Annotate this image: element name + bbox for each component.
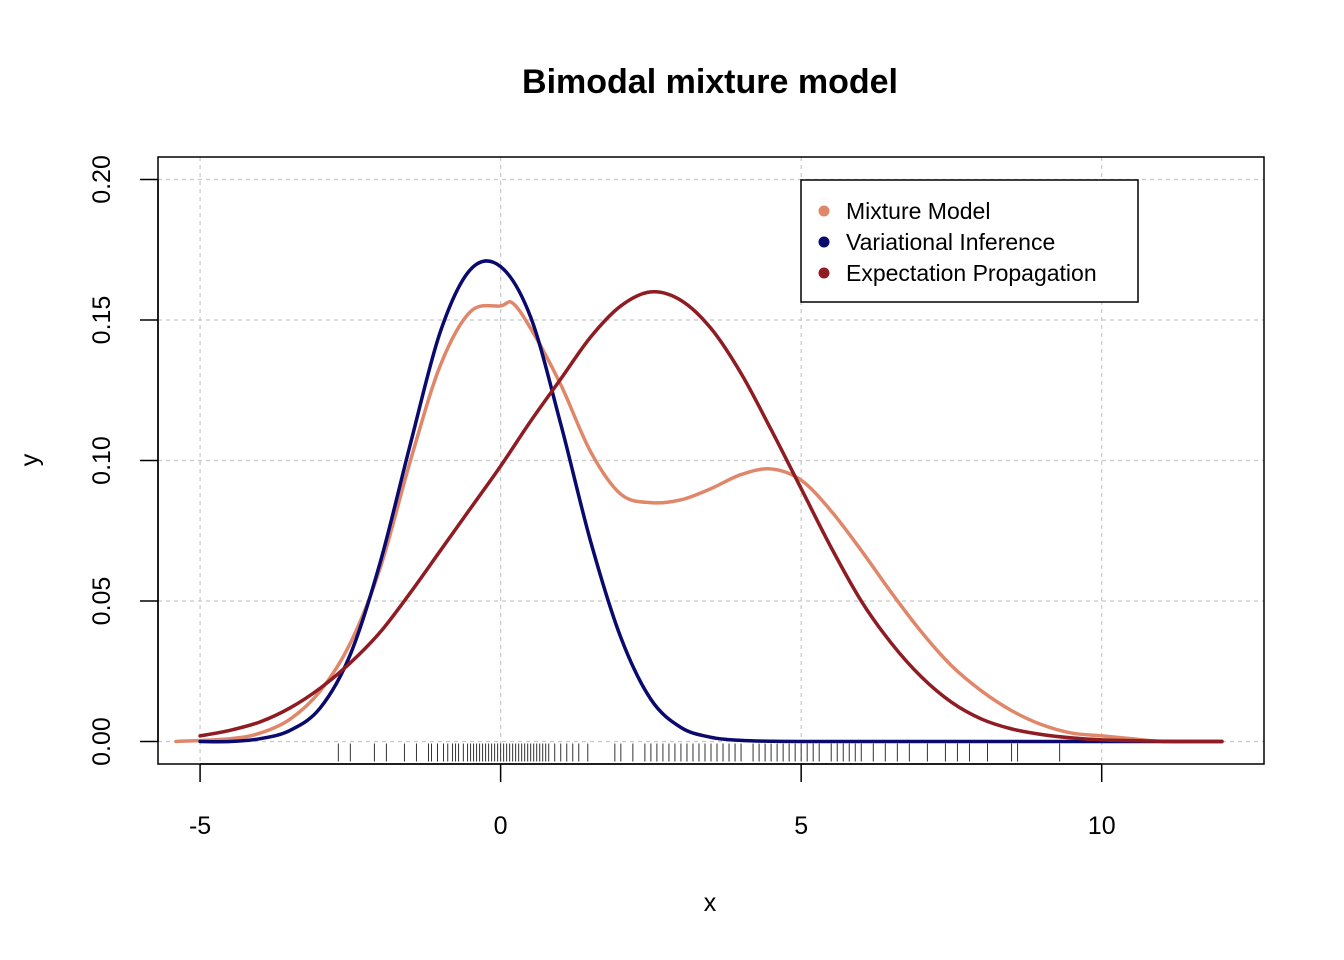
y-tick-label: 0.10: [88, 436, 116, 485]
rug-marks: [337, 743, 1061, 762]
y-tick-label: 0.00: [88, 717, 116, 766]
legend-marker: [818, 267, 830, 279]
x-axis: -5 0 5 10: [189, 763, 1116, 840]
x-tick-label: -5: [189, 812, 211, 840]
x-tick-label: 5: [794, 812, 808, 840]
series-line-expectation-propagation: [198, 289, 1224, 744]
series-lines: [174, 259, 1224, 744]
y-axis-label: y: [16, 453, 44, 466]
chart-title: Bimodal mixture model: [522, 63, 898, 101]
legend-entry-label: Mixture Model: [846, 198, 990, 224]
legend-marker: [818, 205, 830, 217]
y-axis: 0.00 0.05 0.10 0.15 0.20: [88, 155, 159, 766]
legend: Mixture Model Variational Inference Expect…: [800, 179, 1139, 303]
x-tick-label: 0: [494, 812, 508, 840]
y-tick-label: 0.20: [88, 155, 116, 204]
y-tick-label: 0.05: [88, 577, 116, 626]
series-line-mixture-model: [174, 300, 1224, 744]
legend-entry-label: Expectation Propagation: [846, 260, 1097, 286]
y-tick-label: 0.15: [88, 296, 116, 345]
legend-box: [800, 179, 1139, 303]
x-tick-label: 10: [1088, 812, 1116, 840]
x-axis-label: x: [704, 889, 717, 917]
legend-marker: [818, 236, 830, 248]
legend-entry-label: Variational Inference: [846, 229, 1055, 255]
series-line-variational-inference: [198, 259, 1224, 744]
